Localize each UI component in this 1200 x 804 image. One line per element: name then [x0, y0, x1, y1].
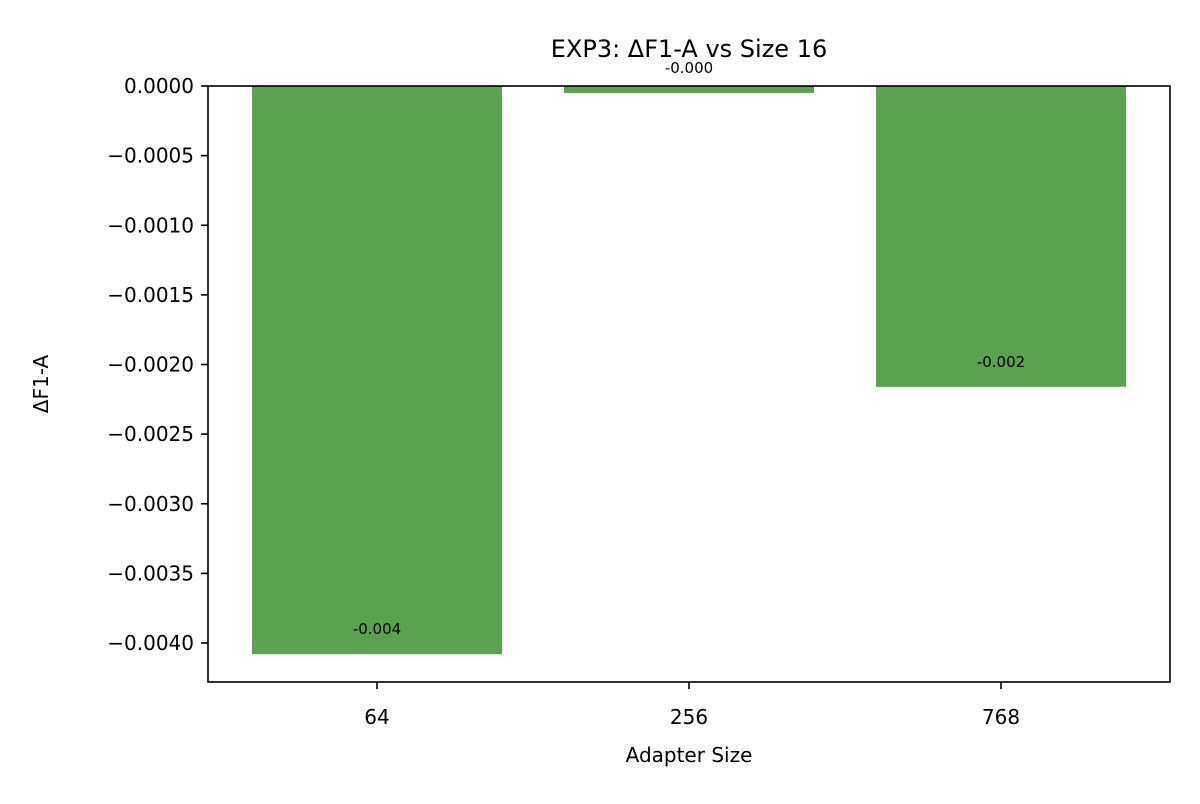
data-label-256: -0.000 [665, 59, 713, 77]
bar-256 [564, 86, 814, 93]
x-axis-ticks: 64 256 768 [364, 682, 1020, 729]
bars-layer [252, 86, 1126, 655]
y-tick-label: −0.0030 [107, 492, 194, 516]
data-label-768: -0.002 [977, 353, 1025, 371]
data-label-64: -0.004 [353, 620, 401, 638]
y-axis-ticks: 0.0000 −0.0005 −0.0010 −0.0015 −0.0020 −0.002… [107, 74, 208, 655]
x-tick-label-64: 64 [364, 705, 389, 729]
bar-64 [252, 86, 502, 655]
y-tick-label: −0.0040 [107, 631, 194, 655]
y-tick-label: 0.0000 [124, 74, 194, 98]
x-axis-title: Adapter Size [626, 743, 753, 767]
y-tick-label: −0.0010 [107, 213, 194, 237]
bar-768 [876, 86, 1126, 387]
y-tick-label: −0.0015 [107, 283, 194, 307]
y-tick-label: −0.0035 [107, 561, 194, 585]
chart-title: EXP3: ΔF1-A vs Size 16 [551, 35, 828, 63]
x-tick-label-768: 768 [982, 705, 1020, 729]
y-tick-label: −0.0005 [107, 144, 194, 168]
data-labels-layer: -0.004 -0.000 -0.002 [353, 59, 1025, 638]
y-tick-label: −0.0020 [107, 353, 194, 377]
y-axis-title: ΔF1-A [29, 355, 53, 414]
x-tick-label-256: 256 [670, 705, 708, 729]
y-tick-label: −0.0025 [107, 422, 194, 446]
